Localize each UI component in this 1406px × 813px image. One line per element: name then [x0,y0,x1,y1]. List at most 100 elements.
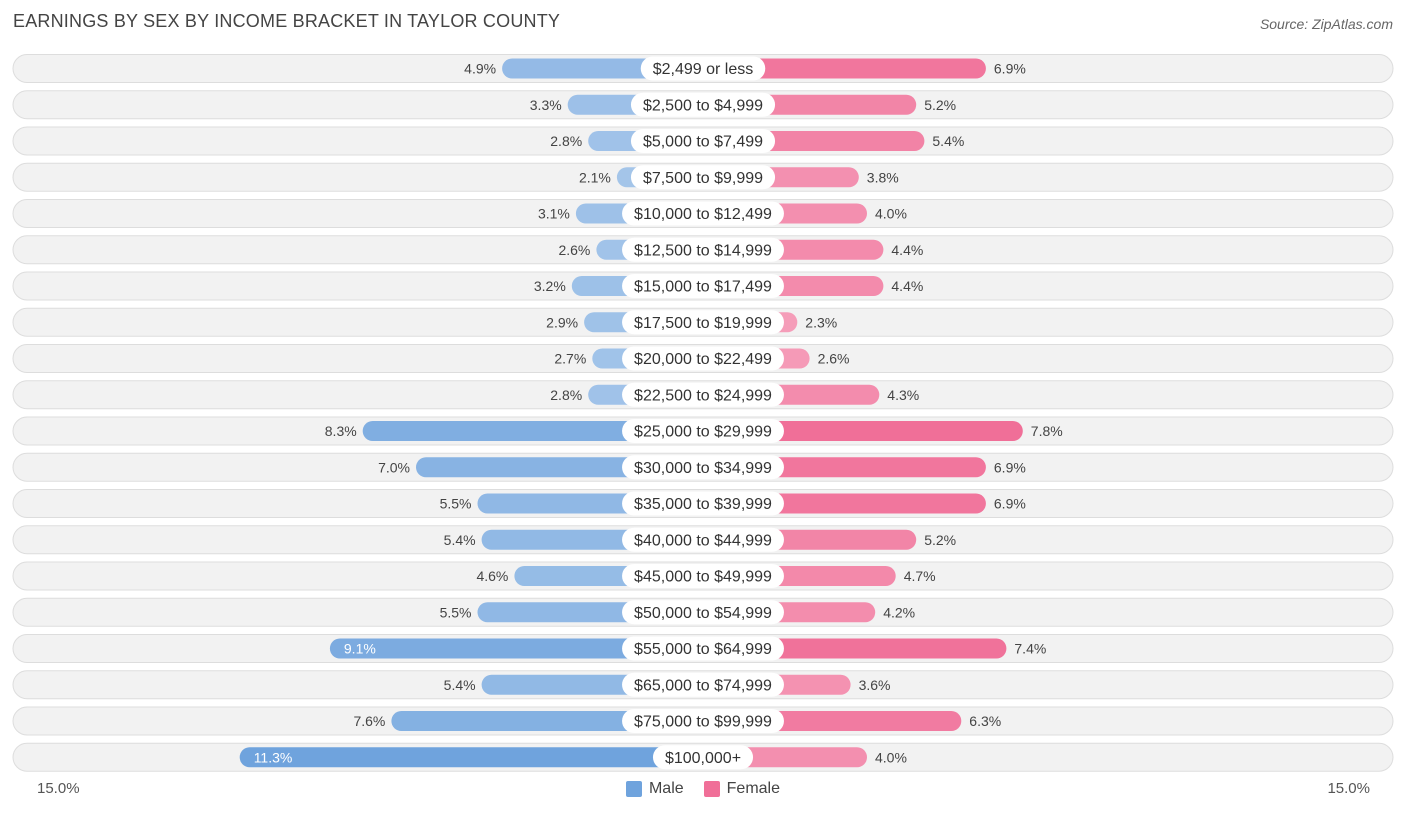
category-label: $22,500 to $24,999 [634,387,772,404]
value-label-male: 2.6% [558,242,590,258]
row-7: $17,500 to $19,999 2.9% 2.3% [12,307,1394,337]
row-18: $75,000 to $99,999 7.6% 6.3% [12,706,1394,736]
category-label: $2,500 to $4,999 [643,97,763,114]
chart-title: EARNINGS BY SEX BY INCOME BRACKET IN TAY… [13,11,561,31]
row-1: $2,500 to $4,999 3.3% 5.2% [12,90,1394,120]
value-label-male: 2.9% [546,314,578,330]
row-17: $65,000 to $74,999 5.4% 3.6% [12,670,1394,700]
row-19: $100,000+ 11.3% 4.0% [12,742,1394,772]
value-label-female: 4.7% [904,568,936,584]
bar-chart: $2,499 or less 4.9% 6.9% $2,500 to $4,999 3.… [12,54,1394,772]
value-label-female: 7.4% [1014,641,1046,657]
category-label: $7,500 to $9,999 [643,170,763,187]
category-label: $40,000 to $44,999 [634,532,772,549]
category-pill [622,310,784,335]
legend-label-female: Female [726,780,781,797]
value-label-male: 5.4% [444,532,476,548]
value-label-female: 5.4% [932,133,964,149]
value-label-female: 4.4% [891,278,923,294]
value-label-female: 6.9% [994,61,1026,77]
bar-male[interactable] [362,421,703,441]
category-label: $30,000 to $34,999 [634,460,772,477]
bar-female[interactable] [703,58,986,79]
value-label-male: 5.5% [440,496,472,512]
category-label: $35,000 to $39,999 [634,496,772,513]
category-pill [622,382,784,407]
value-label-male: 4.6% [476,568,508,584]
row-5: $12,500 to $14,999 2.6% 4.4% [12,235,1394,265]
value-label-female: 2.6% [818,351,850,367]
category-pill [630,129,776,153]
category-pill [652,745,754,770]
value-label-male: 7.6% [353,713,385,729]
bar-male[interactable] [329,638,703,659]
value-label-male: 2.7% [554,351,586,367]
value-label-female: 3.8% [867,169,899,185]
category-pill [622,636,784,661]
row-12: $35,000 to $39,999 5.5% 6.9% [12,489,1394,518]
axis-label-right: 15.0% [1327,780,1370,797]
category-pill [622,237,784,262]
value-label-male: 5.4% [444,677,476,693]
category-label: $55,000 to $64,999 [634,641,772,658]
value-label-male: 9.1% [344,641,376,657]
value-label-female: 4.0% [875,206,907,222]
value-label-male: 2.8% [550,133,582,149]
value-label-female: 4.4% [891,242,923,258]
row-0: $2,499 or less 4.9% 6.9% [12,54,1394,83]
source-note: Source: ZipAtlas.com [1259,16,1393,32]
category-label: $65,000 to $74,999 [634,677,772,694]
category-pill [622,672,784,697]
category-pill [630,165,776,190]
value-label-female: 5.2% [924,532,956,548]
category-pill [622,274,784,298]
category-label: $5,000 to $7,499 [643,134,763,151]
category-label: $2,499 or less [653,61,754,78]
category-label: $10,000 to $12,499 [634,206,772,223]
row-15: $50,000 to $54,999 5.5% 4.2% [12,597,1394,627]
value-label-female: 6.9% [994,459,1026,475]
row-16: $55,000 to $64,999 9.1% 7.4% [12,634,1394,663]
row-4: $10,000 to $12,499 3.1% 4.0% [12,199,1394,228]
category-pill [622,564,784,588]
category-pill [622,419,784,443]
value-label-female: 6.9% [994,496,1026,512]
category-label: $100,000+ [665,750,741,767]
row-2: $5,000 to $7,499 2.8% 5.4% [12,126,1394,156]
legend-item-male[interactable]: Male [625,780,684,798]
category-pill [622,455,784,480]
value-label-male: 3.1% [538,206,570,222]
row-13: $40,000 to $44,999 5.4% 5.2% [12,525,1394,555]
legend-swatch-male [625,781,642,797]
value-label-female: 4.2% [883,604,915,620]
value-label-female: 4.0% [875,749,907,765]
row-14: $45,000 to $49,999 4.6% 4.7% [12,561,1394,591]
value-label-female: 3.6% [859,677,891,693]
row-6: $15,000 to $17,499 3.2% 4.4% [12,271,1394,301]
category-pill [640,56,766,81]
value-label-male: 3.3% [530,97,562,113]
bar-male[interactable] [239,747,703,768]
value-label-female: 2.3% [805,314,837,330]
category-label: $12,500 to $14,999 [634,242,772,259]
value-label-male: 11.3% [254,749,293,765]
value-label-male: 7.0% [378,459,410,475]
category-label: $25,000 to $29,999 [634,424,772,441]
category-label: $17,500 to $19,999 [634,315,772,332]
category-pill [630,92,776,117]
category-label: $50,000 to $54,999 [634,605,772,622]
category-pill [622,201,784,226]
legend-item-female[interactable]: Female [703,780,781,798]
category-label: $45,000 to $49,999 [634,569,772,586]
value-label-female: 5.2% [924,97,956,113]
category-pill [622,600,784,625]
legend-label-male: Male [648,780,684,797]
row-11: $30,000 to $34,999 7.0% 6.9% [12,452,1394,482]
value-label-male: 2.8% [550,387,582,403]
bar-female[interactable] [703,421,1023,441]
category-label: $15,000 to $17,499 [634,279,772,296]
category-label: $75,000 to $99,999 [634,714,772,731]
category-pill [622,346,784,371]
value-label-male: 3.2% [534,278,566,294]
axis-label-left: 15.0% [37,780,80,797]
